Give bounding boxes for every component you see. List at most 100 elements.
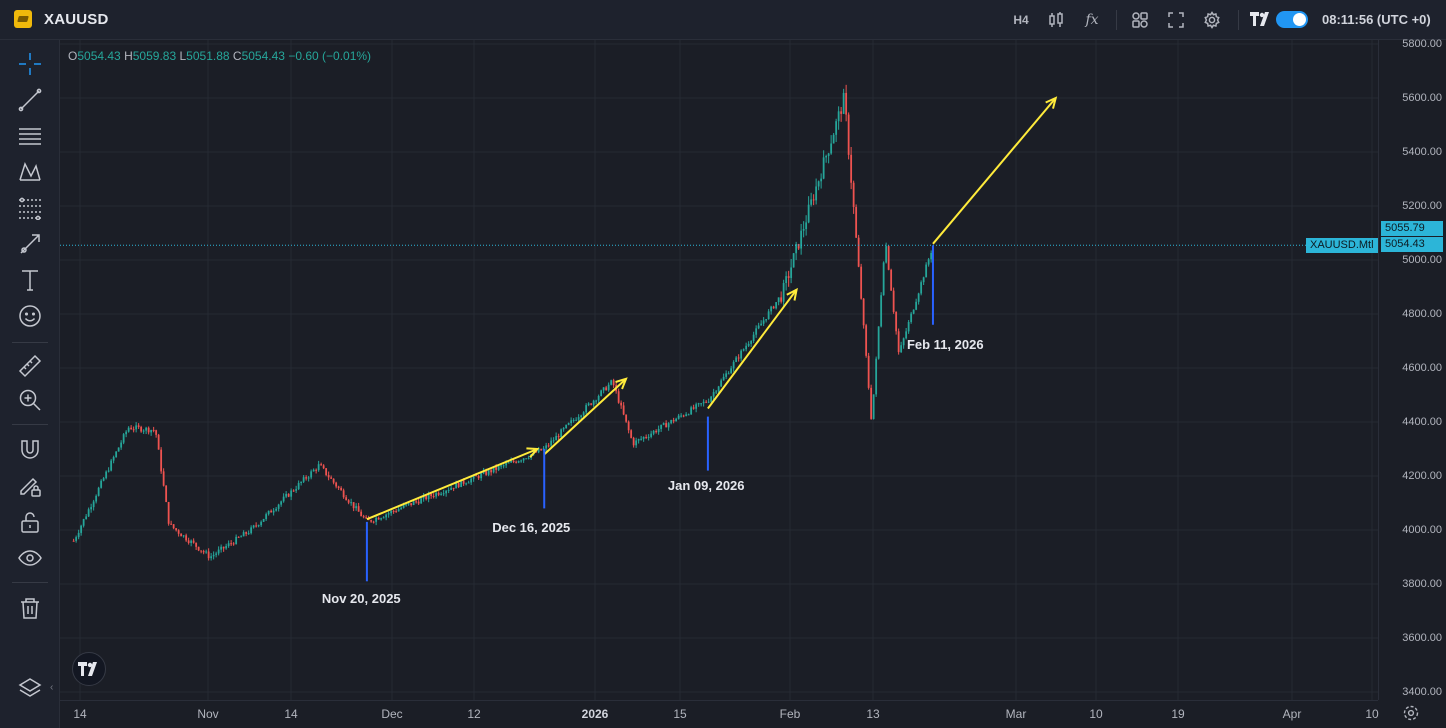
candle-body	[662, 423, 665, 425]
candles-icon[interactable]	[1046, 9, 1066, 31]
candle-body	[115, 451, 118, 458]
layers-icon[interactable]	[16, 674, 44, 702]
candle-body	[205, 551, 208, 553]
fib-icon[interactable]	[16, 194, 44, 222]
axis-settings-gear-icon[interactable]	[1402, 704, 1420, 722]
tradingview-badge-icon[interactable]	[72, 652, 106, 686]
gear-icon[interactable]	[1202, 9, 1222, 31]
top-toolbar: XAUUSD H4 fx 08:11:56 (UTC +0)	[0, 0, 1446, 40]
legend-close-label: C	[232, 49, 242, 63]
candle-body	[515, 461, 518, 463]
candle-body	[912, 309, 915, 314]
fullscreen-icon[interactable]	[1166, 9, 1186, 31]
interval-button[interactable]: H4	[1013, 13, 1029, 27]
ohlc-legend: O5054.43 H5059.83 L5051.88 C5054.43 −0.6…	[68, 49, 371, 63]
candle-body	[270, 510, 273, 513]
candle-body	[92, 501, 95, 508]
candle-body	[197, 546, 200, 551]
date-annotation-label: Nov 20, 2025	[322, 591, 401, 606]
emoji-icon[interactable]	[16, 302, 44, 330]
candle-body	[335, 482, 338, 487]
candle-body	[402, 505, 405, 508]
candle-body	[645, 437, 648, 439]
time-tick-label: 19	[1171, 707, 1185, 721]
candle-body	[672, 420, 675, 422]
candle-body	[310, 471, 313, 478]
candle-body	[745, 345, 748, 350]
indicators-fx-button[interactable]: fx	[1085, 12, 1099, 28]
candle-body	[920, 282, 923, 294]
trend-line-icon[interactable]	[16, 86, 44, 114]
ruler-icon[interactable]	[16, 352, 44, 380]
candle-body	[447, 489, 450, 491]
candle-body	[362, 516, 365, 518]
legend-low-value: 5051.88	[186, 49, 230, 63]
zoom-in-icon[interactable]	[16, 386, 44, 414]
candle-body	[585, 405, 588, 413]
price-tick-label: 5000.00	[1402, 254, 1442, 266]
candle-body	[872, 394, 875, 419]
templates-icon[interactable]	[1130, 9, 1150, 31]
eye-icon[interactable]	[16, 544, 44, 572]
price-chart[interactable]: Nov 20, 2025 Dec 16, 2025 Jan 09, 2026 Feb …	[60, 40, 1378, 700]
magnet-icon[interactable]	[16, 436, 44, 464]
candle-body	[175, 528, 178, 531]
trash-icon[interactable]	[16, 594, 44, 622]
candle-body	[695, 404, 698, 409]
time-tick-label: 2026	[581, 707, 609, 721]
candle-body	[762, 320, 765, 324]
candle-body	[352, 502, 355, 509]
time-axis[interactable]: 14 Nov 14 Dec 12 2026 15 Feb 13 Mar 10 19 Apr 10	[60, 700, 1379, 728]
candle-body	[382, 517, 385, 519]
candle-body	[207, 551, 210, 559]
price-axis[interactable]: 5800.00 5600.00 5400.00 5200.00 5000.00 4800.…	[1378, 38, 1446, 700]
text-icon[interactable]	[16, 266, 44, 294]
brush-arrow-icon[interactable]	[16, 230, 44, 258]
theme-toggle[interactable]	[1276, 11, 1308, 28]
candle-body	[90, 507, 93, 510]
candle-body	[420, 498, 423, 504]
candle-body	[670, 420, 673, 424]
candle-body	[847, 114, 850, 155]
candle-body	[642, 437, 645, 439]
candle-body	[400, 507, 403, 510]
symbol-title[interactable]: XAUUSD	[44, 11, 109, 28]
time-tick-label: Feb	[779, 707, 801, 721]
candle-body	[437, 492, 440, 495]
candle-body	[730, 368, 733, 374]
collapse-chevron-icon[interactable]: ‹	[50, 682, 54, 693]
candle-body	[97, 487, 100, 496]
candle-body	[147, 427, 150, 433]
unlock-icon[interactable]	[16, 508, 44, 536]
candle-body	[472, 475, 475, 479]
projection-arrow-line	[366, 448, 538, 521]
candle-body	[285, 493, 288, 497]
gold-symbol-icon[interactable]	[14, 10, 32, 28]
candle-body	[272, 510, 275, 513]
candle-body	[337, 486, 340, 488]
candle-body	[735, 357, 738, 362]
candle-body	[635, 440, 638, 446]
pattern-icon[interactable]	[16, 158, 44, 186]
candle-body	[260, 521, 263, 526]
candle-body	[770, 306, 773, 312]
candle-body	[155, 430, 158, 435]
candle-body	[807, 204, 810, 223]
toolbar-divider	[1116, 10, 1117, 30]
candle-body	[187, 540, 190, 543]
candle-body	[710, 396, 713, 402]
candle-body	[477, 476, 480, 479]
price-tick-label: 4000.00	[1402, 524, 1442, 536]
candle-body	[435, 492, 438, 497]
price-tick-label: 5800.00	[1402, 38, 1442, 50]
crosshair-icon[interactable]	[16, 50, 44, 78]
projection-arrowhead	[526, 447, 540, 458]
price-tick-label: 5400.00	[1402, 146, 1442, 158]
horizontal-lines-icon[interactable]	[16, 122, 44, 150]
candle-body	[160, 449, 163, 472]
lock-pencil-icon[interactable]	[16, 472, 44, 500]
candle-body	[792, 253, 795, 268]
chart-pane[interactable]: Nov 20, 2025 Dec 16, 2025 Jan 09, 2026 Feb …	[60, 40, 1378, 700]
candle-body	[655, 430, 658, 433]
candle-body	[127, 427, 130, 432]
